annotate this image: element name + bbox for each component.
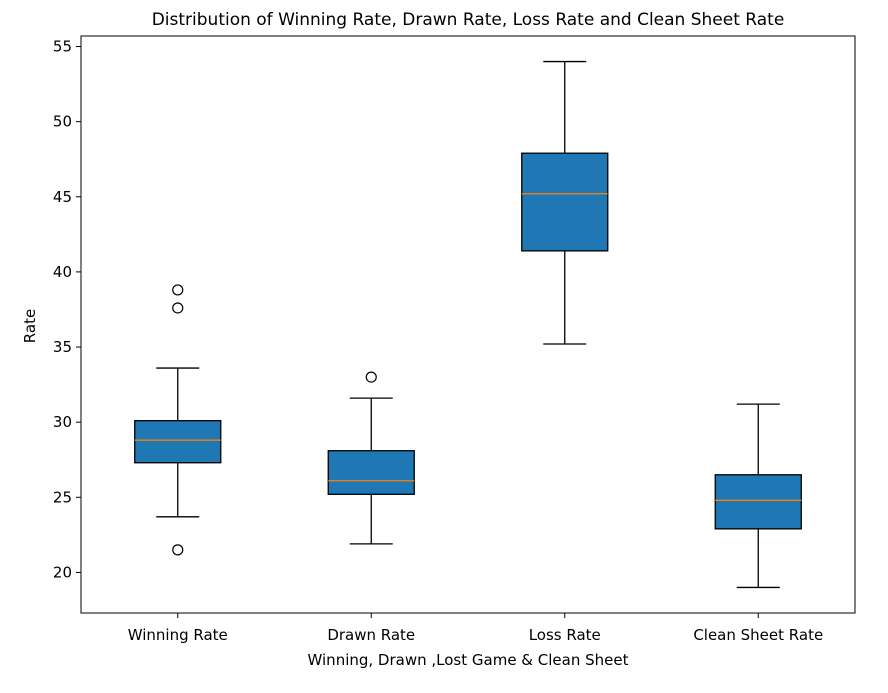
plot-area: 20 25 30 35 40 45 50 55 Winning Rate Drawn Rate Lo…	[53, 35, 856, 644]
chart-title: Distribution of Winning Rate, Drawn Rate…	[152, 10, 785, 30]
plot-frame	[80, 35, 856, 614]
y-tick-label: 55	[53, 38, 72, 56]
outlier-point	[365, 371, 377, 383]
box	[521, 152, 609, 252]
outlier-point	[172, 544, 184, 556]
box	[134, 420, 222, 464]
y-tick-label: 20	[53, 563, 72, 581]
x-tick-label: Loss Rate	[529, 626, 601, 644]
y-tick-label: 35	[53, 338, 72, 356]
outlier-point	[172, 302, 184, 314]
y-axis-label: Rate	[21, 309, 39, 343]
x-axis-label: Winning, Drawn ,Lost Game & Clean Sheet	[308, 651, 629, 669]
box	[714, 474, 802, 530]
y-tick-label: 40	[53, 263, 72, 281]
box	[327, 450, 415, 495]
y-tick-label: 30	[53, 413, 72, 431]
y-tick-label: 45	[53, 188, 72, 206]
outlier-point	[172, 284, 184, 296]
y-tick-label: 50	[53, 113, 72, 131]
x-tick-label: Winning Rate	[128, 626, 228, 644]
x-tick-label: Clean Sheet Rate	[693, 626, 823, 644]
x-tick-label: Drawn Rate	[327, 626, 415, 644]
y-tick-label: 25	[53, 488, 72, 506]
